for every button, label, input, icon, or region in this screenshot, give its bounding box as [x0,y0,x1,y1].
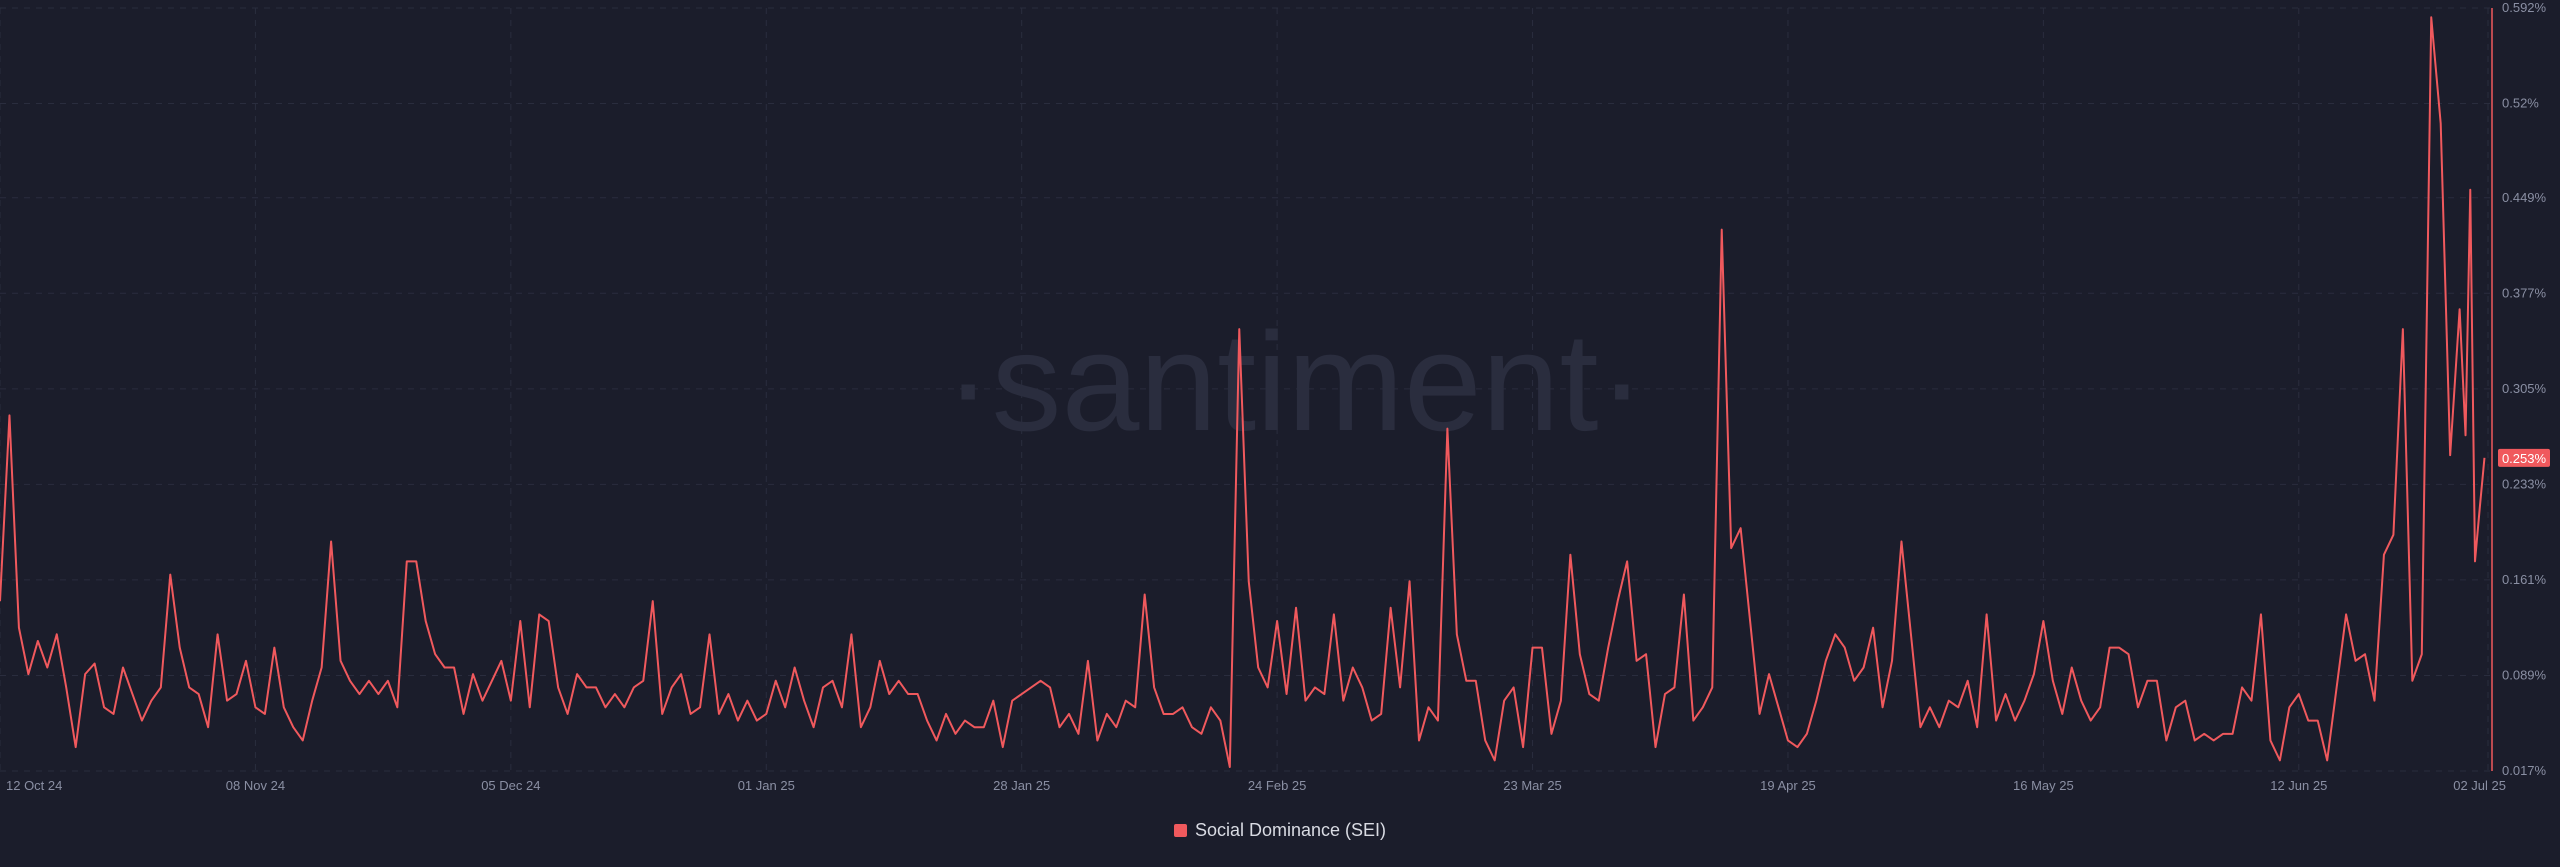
x-tick-label: 02 Jul 25 [2453,778,2506,793]
x-tick-label: 24 Feb 25 [1248,778,1307,793]
last-value-badge-layer: 0.253% [2498,448,2550,467]
x-tick-label: 12 Jun 25 [2270,778,2327,793]
santiment-watermark: ·santiment· [945,303,1645,460]
y-axis: 0.592% 0.52% 0.449% 0.377% 0.305% 0.233% 0.161… [2491,0,2547,778]
y-tick-label: 0.305% [2502,381,2547,396]
legend[interactable]: Social Dominance (SEI) [0,820,2560,841]
x-axis: 12 Oct 24 08 Nov 24 05 Dec 24 01 Jan 25 28 J… [6,778,2506,793]
y-tick-label: 0.017% [2502,763,2547,778]
y-tick-label: 0.52% [2502,96,2539,111]
last-value-badge [2498,448,2550,467]
series-layer [0,16,2486,769]
legend-label: Social Dominance (SEI) [1194,820,1387,840]
y-tick-label: 0.161% [2502,572,2547,587]
y-tick-label: 0.233% [2502,476,2547,491]
x-tick-label: 12 Oct 24 [6,778,62,793]
y-tick-label: 0.089% [2502,667,2547,682]
grid-layer [0,7,2492,772]
series-line-social-dominance[interactable] [0,16,2486,769]
x-tick-label: 05 Dec 24 [481,778,540,793]
x-tick-label: 28 Jan 25 [993,778,1050,793]
y-tick-label: 0.592% [2502,0,2547,15]
x-tick-label: 16 May 25 [2013,778,2074,793]
x-tick-label: 01 Jan 25 [738,778,795,793]
y-tick-label: 0.377% [2502,285,2547,300]
x-tick-label: 19 Apr 25 [1760,778,1816,793]
legend-swatch [1173,824,1187,837]
x-tick-label: 23 Mar 25 [1503,778,1562,793]
x-tick-label: 08 Nov 24 [226,778,285,793]
last-value-label: 0.253% [2502,451,2547,466]
y-tick-label: 0.449% [2502,190,2547,205]
